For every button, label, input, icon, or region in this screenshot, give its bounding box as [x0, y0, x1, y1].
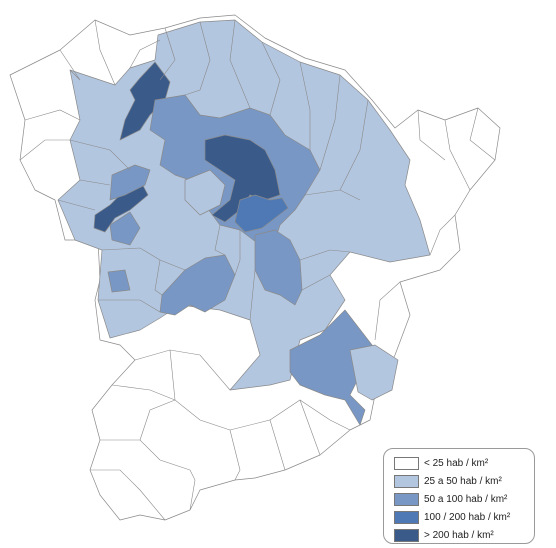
region-west-mid [109, 164, 151, 201]
legend-label: 25 a 50 hab / km² [424, 475, 502, 487]
legend-item: < 25 hab / km² [394, 454, 534, 472]
legend-item: 100 / 200 hab / km² [394, 508, 534, 526]
region-se-mid [289, 309, 373, 426]
region-se-light [349, 344, 399, 401]
legend-label: 50 a 100 hab / km² [424, 493, 508, 505]
legend-swatch [394, 492, 419, 506]
region-center-high [234, 194, 289, 233]
legend-item: > 200 hab / km² [394, 526, 534, 544]
region-sw-mid [159, 254, 236, 316]
legend-swatch [394, 456, 419, 470]
region-south-mid [254, 229, 303, 306]
legend-swatch [394, 510, 419, 524]
legend-label: 100 / 200 hab / km² [424, 511, 511, 523]
region-west-mid2 [109, 211, 141, 246]
legend-swatch [394, 528, 419, 542]
municipal-boundaries [19, 19, 496, 521]
region-center-light [184, 169, 226, 216]
legend-label: > 200 hab / km² [424, 529, 494, 541]
legend-item: 50 a 100 hab / km² [394, 490, 534, 508]
legend-item: 25 a 50 hab / km² [394, 472, 534, 490]
legend-label: < 25 hab / km² [424, 457, 489, 469]
legend-swatch [394, 474, 419, 488]
region-west-small-mid [107, 269, 131, 293]
region-nw-strip [119, 61, 171, 141]
map-legend: < 25 hab / km² 25 a 50 hab / km² 50 a 100 … [383, 448, 535, 544]
